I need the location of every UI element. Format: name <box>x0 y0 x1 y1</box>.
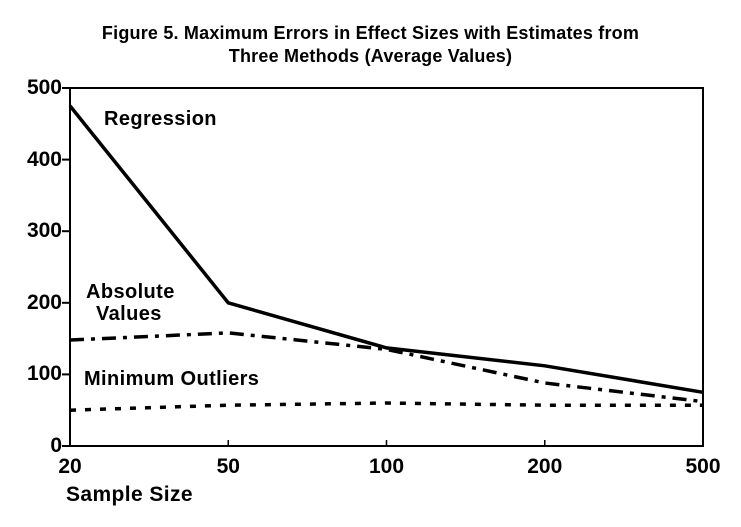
y-tick-label-400: 400 <box>26 147 62 171</box>
chart-title: Figure 5. Maximum Errors in Effect Sizes… <box>0 22 741 68</box>
y-tick-label-0: 0 <box>50 434 62 457</box>
plot-frame <box>69 87 704 447</box>
chart-title-line2: Three Methods (Average Values) <box>228 46 513 66</box>
series-label-minimum-outliers: Minimum Outliers <box>84 368 260 390</box>
x-tick-label-100: 100 <box>368 455 405 478</box>
x-tick-label-20: 20 <box>58 455 82 478</box>
chart-title-line1: Figure 5. Maximum Errors in Effect Sizes… <box>101 23 640 43</box>
y-tick-label-100: 100 <box>26 362 62 386</box>
x-tick-label-500: 500 <box>685 455 721 478</box>
y-tick-label-200: 200 <box>26 290 62 314</box>
series-label-regression: Regression <box>104 108 217 130</box>
series-line-minimum-outliers <box>69 401 703 412</box>
y-tick-label-500: 500 <box>26 76 62 99</box>
x-axis-title: Sample Size <box>66 483 193 506</box>
series-label-absolute-values: Absolute Values <box>86 281 175 325</box>
x-tick-label-50: 50 <box>216 455 240 478</box>
series-line-regression <box>68 104 704 395</box>
series-label-absolute-line2: Values <box>96 303 162 325</box>
y-tick-label-300: 300 <box>26 219 62 243</box>
series-label-absolute-line1: Absolute <box>86 281 175 303</box>
series-line-absolute-values <box>69 331 704 404</box>
x-tick-label-200: 200 <box>527 455 563 478</box>
